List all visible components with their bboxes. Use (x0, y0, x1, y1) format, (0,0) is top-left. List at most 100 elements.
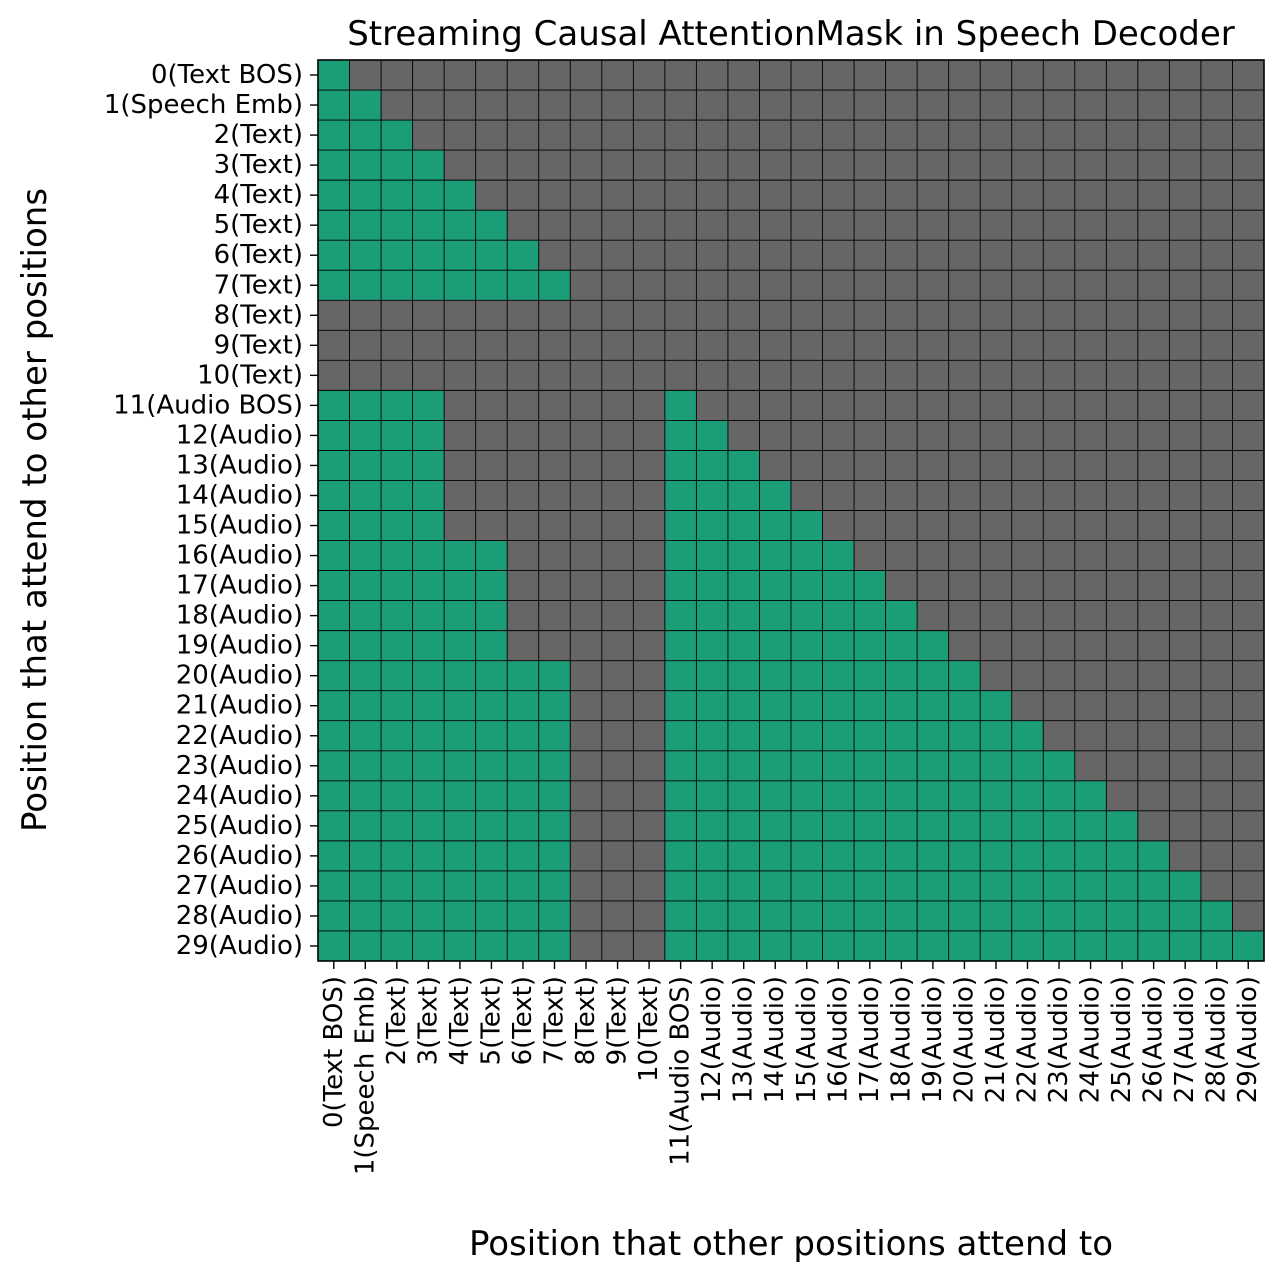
heatmap-cell (822, 480, 855, 511)
heatmap-cell (917, 900, 949, 932)
x-tick-label: 12(Audio) (697, 976, 727, 1103)
heatmap-cell (507, 360, 540, 391)
heatmap-cell (664, 120, 697, 151)
x-tick-label: 4(Text) (445, 976, 475, 1065)
heatmap-cell (633, 690, 666, 722)
heatmap-cell (1200, 120, 1233, 151)
heatmap-cell (727, 90, 760, 121)
heatmap-cell (1200, 60, 1233, 91)
heatmap-cell (1232, 330, 1265, 361)
heatmap-cell (664, 720, 697, 752)
heatmap-cell (1011, 540, 1044, 571)
heatmap-cell (822, 690, 855, 722)
heatmap-cell (917, 570, 949, 601)
heatmap-cell (1043, 270, 1076, 301)
heatmap-cell (1074, 270, 1107, 301)
heatmap-cell (696, 120, 729, 151)
heatmap-cell (444, 780, 476, 812)
heatmap-cell (1137, 900, 1170, 932)
heatmap-cell (1074, 420, 1107, 451)
heatmap-cell (759, 900, 792, 932)
heatmap-cell (412, 240, 445, 271)
x-tick-label: 16(Audio) (823, 976, 853, 1103)
heatmap-cell (349, 630, 382, 661)
heatmap-cell (822, 750, 855, 782)
heatmap-cell (381, 270, 413, 301)
heatmap-cell (633, 210, 666, 241)
heatmap-cell (475, 810, 508, 842)
heatmap-cell (1106, 750, 1139, 782)
heatmap-cell (727, 930, 760, 962)
heatmap-cell (1074, 660, 1107, 691)
heatmap-cell (822, 120, 855, 151)
x-tick-label: 14(Audio) (760, 976, 790, 1103)
heatmap-cell (791, 930, 823, 962)
heatmap-cell (1232, 120, 1265, 151)
heatmap-cell (1169, 180, 1202, 211)
heatmap-cell (538, 330, 571, 361)
heatmap-cell (381, 540, 413, 571)
heatmap-cell (1169, 840, 1202, 872)
heatmap-cell (633, 540, 666, 571)
heatmap-cell (948, 780, 981, 812)
heatmap-cell (1106, 420, 1139, 451)
heatmap-cell (601, 300, 634, 331)
heatmap-cell (570, 450, 603, 481)
heatmap-cell (917, 690, 949, 722)
heatmap-cell (1232, 270, 1265, 301)
heatmap-cell (475, 270, 508, 301)
heatmap-cell (349, 840, 382, 872)
heatmap-cell (759, 600, 792, 631)
heatmap-cell (475, 420, 508, 451)
heatmap-cell (822, 810, 855, 842)
heatmap-cell (601, 540, 634, 571)
heatmap-cell (1043, 510, 1076, 541)
heatmap-cell (948, 150, 981, 181)
heatmap-cell (1043, 60, 1076, 91)
heatmap-cell (1043, 120, 1076, 151)
heatmap-cell (349, 870, 382, 902)
heatmap-cell (633, 810, 666, 842)
heatmap-cell (1232, 570, 1265, 601)
heatmap-cell (601, 420, 634, 451)
heatmap-cell (791, 720, 823, 752)
heatmap-cell (412, 930, 445, 962)
y-tick-label: 12(Audio) (176, 420, 303, 450)
heatmap-cell (727, 510, 760, 541)
heatmap-cell (538, 240, 571, 271)
heatmap-cell (601, 210, 634, 241)
heatmap-cell (412, 510, 445, 541)
heatmap-cell (917, 180, 949, 211)
chart-title: Streaming Causal AttentionMask in Speech… (347, 14, 1235, 54)
heatmap-cell (538, 780, 571, 812)
heatmap-cell (601, 900, 634, 932)
heatmap-cell (854, 750, 886, 782)
heatmap-cell (885, 120, 918, 151)
heatmap-cell (854, 570, 886, 601)
heatmap-cell (854, 330, 886, 361)
heatmap-cell (917, 720, 949, 752)
heatmap-cell (885, 900, 918, 932)
heatmap-cell (727, 900, 760, 932)
heatmap-cell (1200, 510, 1233, 541)
heatmap-cell (696, 270, 729, 301)
heatmap-cell (412, 120, 445, 151)
heatmap-cell (885, 240, 918, 271)
x-axis-label: Position that other positions attend to (469, 1224, 1113, 1264)
heatmap-cell (1232, 360, 1265, 391)
heatmap-cell (349, 390, 382, 421)
heatmap-cell (980, 900, 1013, 932)
heatmap-cell (727, 540, 760, 571)
heatmap-cell (381, 210, 413, 241)
heatmap-cell (1011, 150, 1044, 181)
heatmap-cell (917, 810, 949, 842)
heatmap-cell (885, 330, 918, 361)
heatmap-cell (601, 480, 634, 511)
heatmap-cell (854, 840, 886, 872)
heatmap-cell (822, 210, 855, 241)
heatmap-cell (601, 240, 634, 271)
heatmap-cell (1011, 600, 1044, 631)
heatmap-cell (1074, 330, 1107, 361)
heatmap-cell (1106, 630, 1139, 661)
heatmap-cell (822, 600, 855, 631)
